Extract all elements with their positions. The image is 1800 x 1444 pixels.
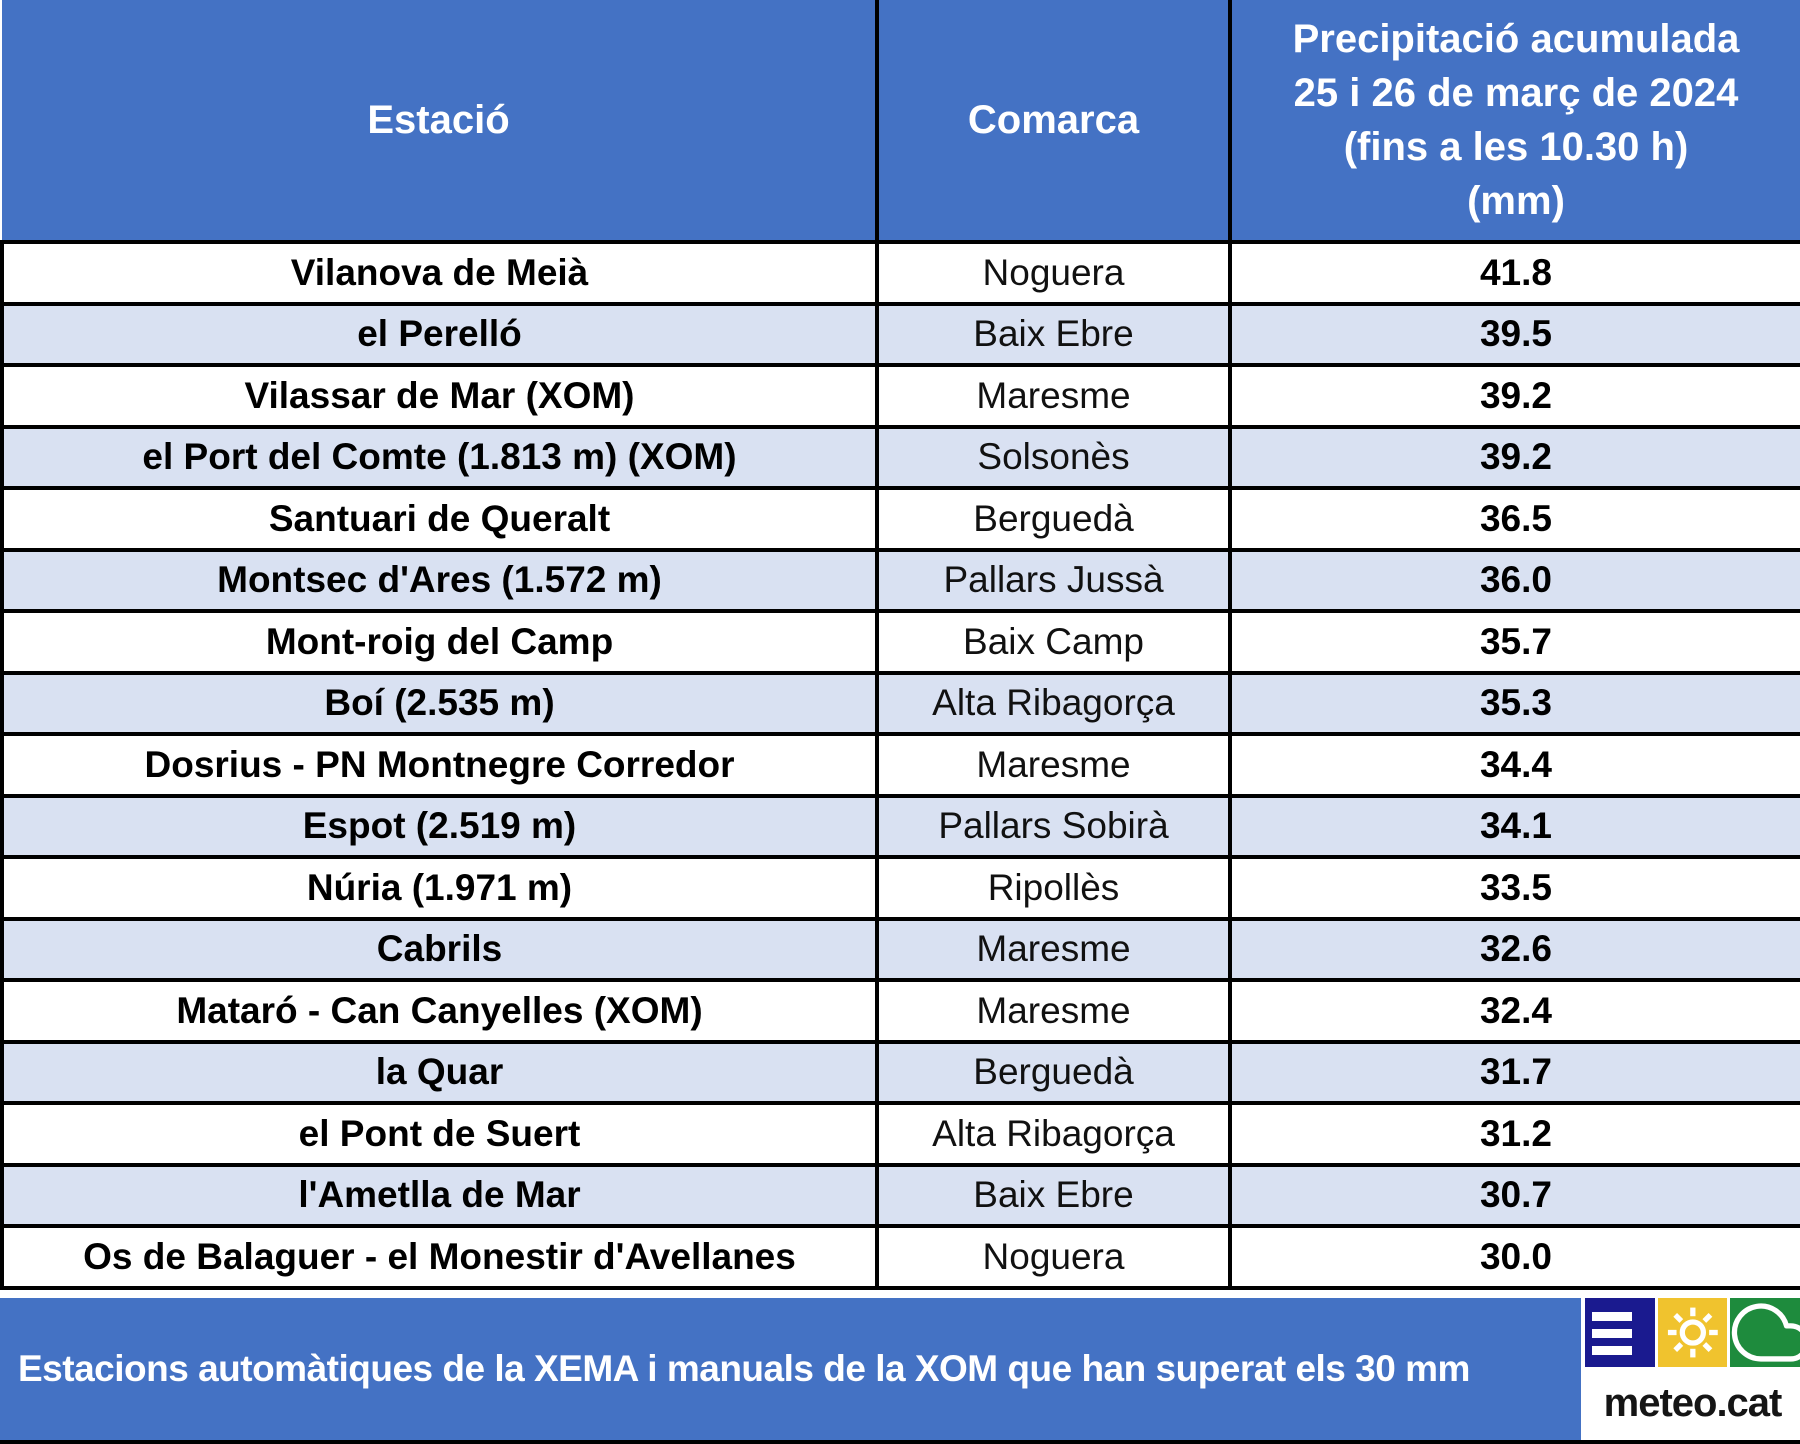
cloud-icon [1730,1298,1800,1367]
table-row: Vilanova de Meià Noguera 41.8 [0,240,1800,306]
comarca-cell: Pallars Sobirà [875,793,1232,859]
table-row: el Port del Comte (1.813 m) (XOM) Solson… [0,424,1800,490]
precipitation-value-cell: 36.0 [1228,547,1800,613]
comarca-cell: Maresme [875,363,1232,429]
precipitation-value-cell: 30.0 [1228,1224,1800,1290]
precipitation-value-cell: 33.5 [1228,855,1800,921]
station-cell: Boí (2.535 m) [0,670,879,736]
meteocat-logo-squares [1585,1298,1800,1367]
comarca-cell: Berguedà [875,1039,1232,1105]
precipitation-value-cell: 34.1 [1228,793,1800,859]
station-cell: el Perelló [0,301,879,367]
comarca-cell: Baix Camp [875,609,1232,675]
table-row: el Pont de Suert Alta Ribagorça 31.2 [0,1101,1800,1167]
precipitation-value-cell: 39.2 [1228,363,1800,429]
meteocat-logo: meteo.cat [1581,1298,1800,1440]
comarca-cell: Noguera [875,240,1232,306]
precipitation-value-cell: 30.7 [1228,1162,1800,1228]
col-header-comarca: Comarca [875,0,1232,244]
comarca-cell: Pallars Jussà [875,547,1232,613]
table-row: Mataró - Can Canyelles (XOM) Maresme 32.… [0,978,1800,1044]
table-row: Mont-roig del Camp Baix Camp 35.7 [0,609,1800,675]
table-row: Os de Balaguer - el Monestir d'Avellanes… [0,1224,1800,1290]
table-row: Boí (2.535 m) Alta Ribagorça 35.3 [0,670,1800,736]
station-cell: Mont-roig del Camp [0,609,879,675]
station-cell: Vilassar de Mar (XOM) [0,363,879,429]
precipitation-value-cell: 39.2 [1228,424,1800,490]
comarca-cell: Alta Ribagorça [875,1101,1232,1167]
table-row: Cabrils Maresme 32.6 [0,916,1800,982]
station-cell: el Port del Comte (1.813 m) (XOM) [0,424,879,490]
station-cell: Vilanova de Meià [0,240,879,306]
precipitation-table: Estació Comarca Precipitació acumulada 25… [0,0,1800,1290]
meteocat-wordmark: meteo.cat [1585,1367,1800,1440]
col-header-estacio: Estació [2,0,879,244]
precipitation-value-cell: 39.5 [1228,301,1800,367]
comarca-cell: Baix Ebre [875,301,1232,367]
comarca-cell: Maresme [875,978,1232,1044]
station-cell: la Quar [0,1039,879,1105]
station-cell: Núria (1.971 m) [0,855,879,921]
precipitation-value-cell: 35.3 [1228,670,1800,736]
precipitation-value-cell: 41.8 [1228,240,1800,306]
table-row: l'Ametlla de Mar Baix Ebre 30.7 [0,1162,1800,1228]
table-row: Santuari de Queralt Berguedà 36.5 [0,486,1800,552]
precipitacio-header-lines: Precipitació acumulada 25 i 26 de març de… [1292,17,1740,223]
precipitation-value-cell: 32.4 [1228,978,1800,1044]
col-header-precipitacio: Precipitació acumulada 25 i 26 de març de… [1228,0,1800,244]
table-body: Vilanova de Meià Noguera 41.8 el Perelló… [0,240,1800,1290]
station-cell: Os de Balaguer - el Monestir d'Avellanes [0,1224,879,1290]
footer-bar: Estacions automàtiques de la XEMA i manu… [0,1298,1800,1444]
station-cell: l'Ametlla de Mar [0,1162,879,1228]
comarca-cell: Ripollès [875,855,1232,921]
station-cell: el Pont de Suert [0,1101,879,1167]
header-row: Estació Comarca Precipitació acumulada 25… [2,0,1800,244]
footer-caption: Estacions automàtiques de la XEMA i manu… [18,1348,1470,1389]
precipitation-value-cell: 34.4 [1228,732,1800,798]
comarca-cell: Solsonès [875,424,1232,490]
station-cell: Montsec d'Ares (1.572 m) [0,547,879,613]
table-row: Montsec d'Ares (1.572 m) Pallars Jussà 3… [0,547,1800,613]
precipitation-value-cell: 32.6 [1228,916,1800,982]
precipitation-value-cell: 35.7 [1228,609,1800,675]
comarca-cell: Noguera [875,1224,1232,1290]
station-cell: Mataró - Can Canyelles (XOM) [0,978,879,1044]
station-cell: Dosrius - PN Montnegre Corredor [0,732,879,798]
table-row: la Quar Berguedà 31.7 [0,1039,1800,1105]
comarca-cell: Berguedà [875,486,1232,552]
station-cell: Santuari de Queralt [0,486,879,552]
station-cell: Espot (2.519 m) [0,793,879,859]
comarca-cell: Maresme [875,732,1232,798]
table-row: Vilassar de Mar (XOM) Maresme 39.2 [0,363,1800,429]
precipitation-value-cell: 31.2 [1228,1101,1800,1167]
table-row: Núria (1.971 m) Ripollès 33.5 [0,855,1800,921]
sun-icon [1657,1298,1728,1367]
table-row: Dosrius - PN Montnegre Corredor Maresme … [0,732,1800,798]
precipitation-value-cell: 31.7 [1228,1039,1800,1105]
station-cell: Cabrils [0,916,879,982]
precipitation-value-cell: 36.5 [1228,486,1800,552]
table-row: Espot (2.519 m) Pallars Sobirà 34.1 [0,793,1800,859]
menu-bars-icon [1585,1298,1655,1367]
comarca-cell: Baix Ebre [875,1162,1232,1228]
comarca-cell: Maresme [875,916,1232,982]
table-row: el Perelló Baix Ebre 39.5 [0,301,1800,367]
comarca-cell: Alta Ribagorça [875,670,1232,736]
table-header: Estació Comarca Precipitació acumulada 25… [2,0,1800,244]
